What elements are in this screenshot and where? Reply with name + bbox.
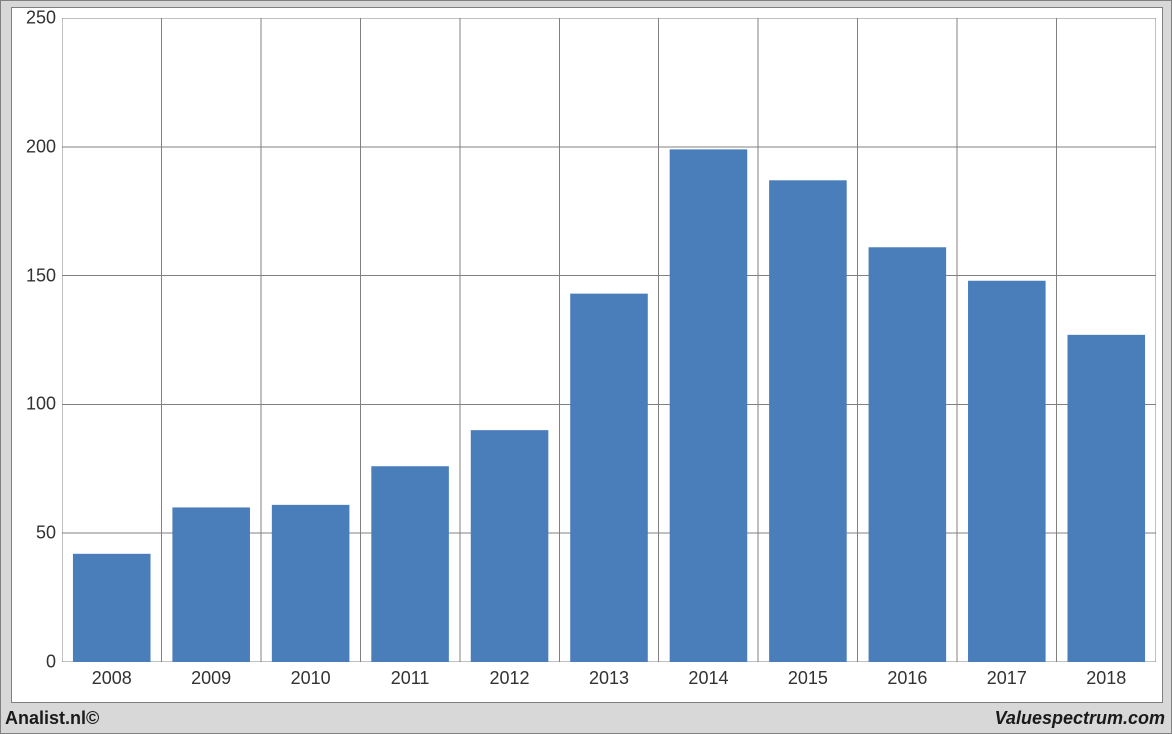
bar [371, 466, 449, 662]
footer-right-label: Valuespectrum.com [995, 708, 1165, 729]
footer: Analist.nl© Valuespectrum.com [5, 707, 1165, 729]
x-tick-label: 2009 [191, 662, 231, 689]
chart-container: 0 50 100 150 200 250 2008 2009 2010 2011 2012 2013 2… [0, 0, 1172, 734]
y-tick-label: 50 [36, 523, 62, 544]
plot-area: 0501001502002502008200920102011201220132… [62, 18, 1156, 662]
y-tick-label: 0 [46, 652, 62, 673]
x-tick-label: 2012 [490, 662, 530, 689]
bar [769, 180, 847, 662]
y-tick-label: 250 [26, 8, 62, 29]
footer-left-label: Analist.nl© [5, 708, 99, 729]
x-tick-label: 2014 [688, 662, 728, 689]
x-tick-label: 2013 [589, 662, 629, 689]
x-tick-label: 2016 [887, 662, 927, 689]
x-tick-label: 2008 [92, 662, 132, 689]
y-tick-label: 100 [26, 394, 62, 415]
bar [869, 247, 947, 662]
y-tick-label: 150 [26, 265, 62, 286]
bar [570, 294, 648, 662]
x-tick-label: 2018 [1086, 662, 1126, 689]
bar [670, 149, 748, 662]
x-tick-label: 2015 [788, 662, 828, 689]
x-tick-label: 2011 [391, 662, 430, 689]
bar [272, 505, 350, 662]
bar [73, 554, 151, 662]
bar [172, 507, 250, 662]
x-tick-label: 2017 [987, 662, 1027, 689]
bar [968, 281, 1046, 662]
bar [1067, 335, 1145, 662]
x-tick-label: 2010 [291, 662, 331, 689]
plot-frame: 0 50 100 150 200 250 2008 2009 2010 2011 2012 2013 2… [11, 7, 1163, 703]
bar-chart-svg [62, 18, 1156, 662]
y-tick-label: 200 [26, 136, 62, 157]
bar [471, 430, 549, 662]
